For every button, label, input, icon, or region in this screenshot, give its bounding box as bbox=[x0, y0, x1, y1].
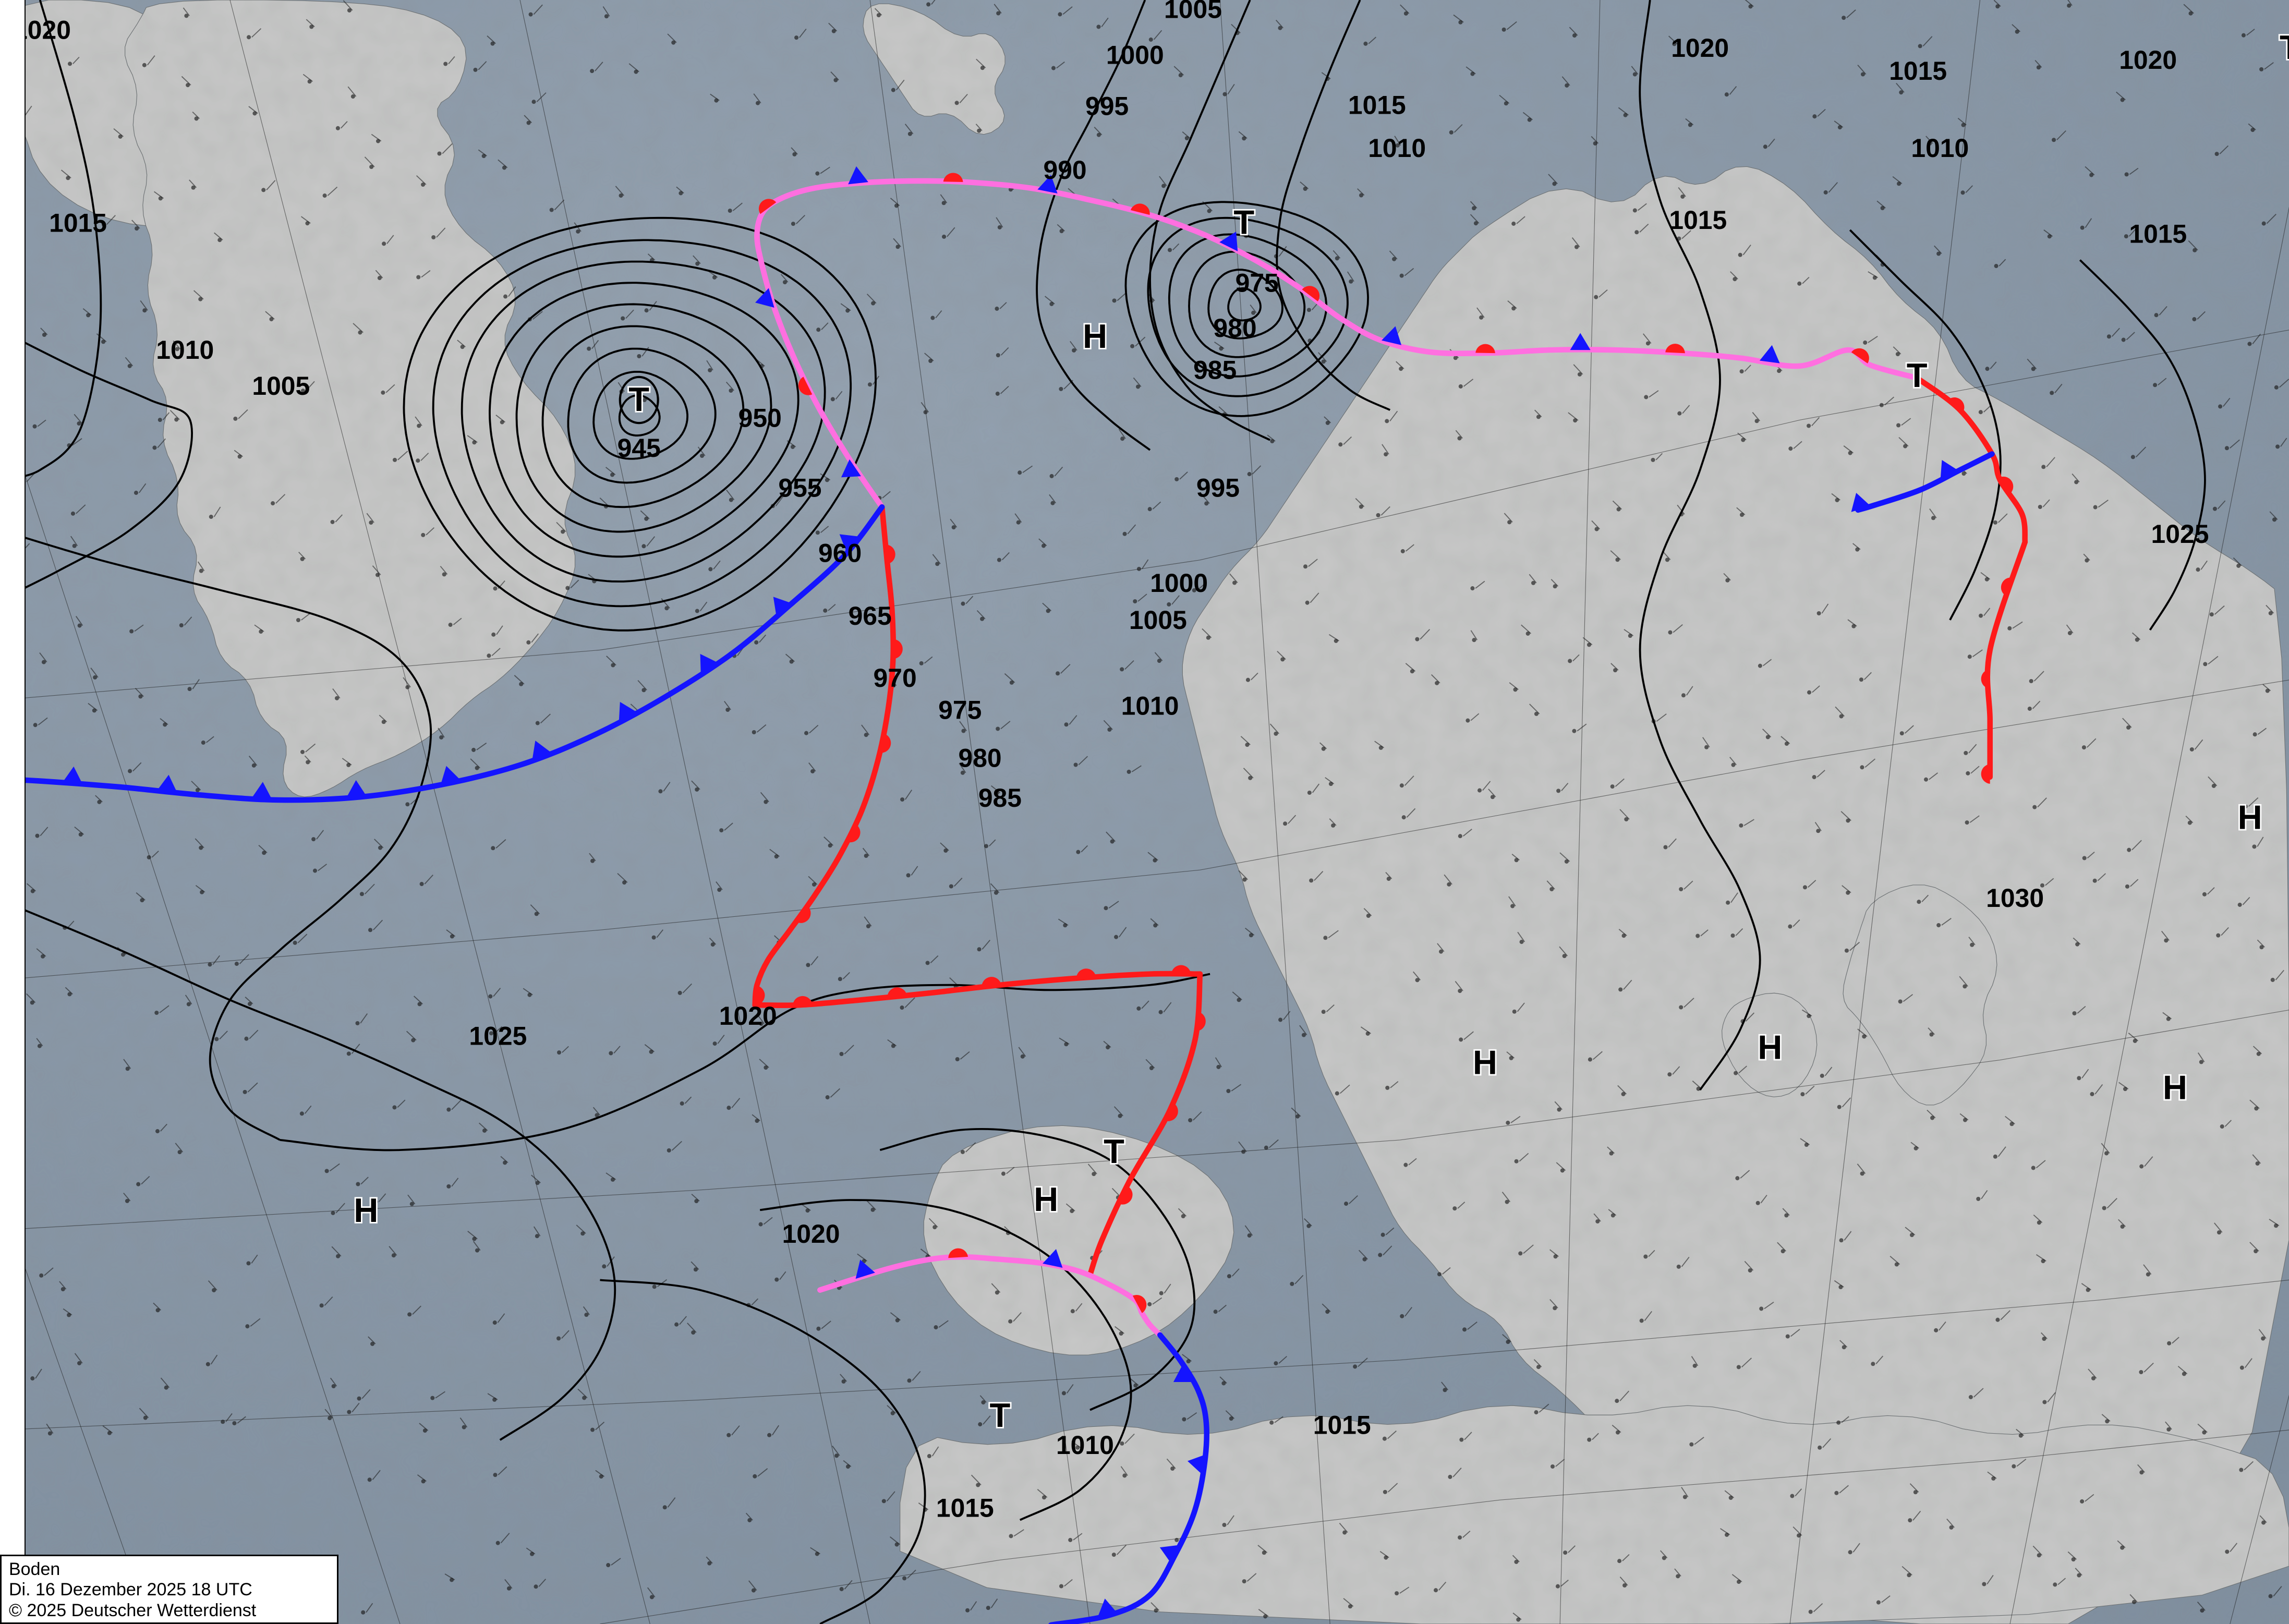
svg-text:1020: 1020 bbox=[719, 1001, 777, 1031]
svg-text:1020: 1020 bbox=[782, 1219, 840, 1249]
svg-text:1010: 1010 bbox=[156, 335, 214, 365]
svg-text:1025: 1025 bbox=[2151, 519, 2209, 549]
svg-text:H: H bbox=[2163, 1068, 2187, 1106]
svg-text:T: T bbox=[2280, 28, 2289, 66]
svg-text:1020: 1020 bbox=[1671, 33, 1729, 63]
svg-text:985: 985 bbox=[1193, 355, 1237, 384]
svg-text:1005: 1005 bbox=[1129, 605, 1187, 635]
svg-text:980: 980 bbox=[958, 743, 1001, 772]
svg-text:995: 995 bbox=[1196, 474, 1240, 503]
svg-text:1010: 1010 bbox=[1911, 134, 1969, 163]
svg-text:1030: 1030 bbox=[1986, 883, 2044, 913]
svg-text:1015: 1015 bbox=[1889, 56, 1947, 86]
svg-text:1015: 1015 bbox=[2129, 220, 2187, 249]
svg-text:T: T bbox=[990, 1396, 1011, 1434]
svg-text:975: 975 bbox=[938, 695, 982, 724]
svg-text:955: 955 bbox=[778, 474, 821, 503]
svg-text:H: H bbox=[1758, 1028, 1782, 1066]
svg-text:T: T bbox=[628, 380, 649, 418]
svg-text:985: 985 bbox=[978, 783, 1022, 813]
svg-text:970: 970 bbox=[874, 663, 917, 693]
svg-text:1005: 1005 bbox=[252, 371, 310, 401]
svg-text:975: 975 bbox=[1236, 269, 1279, 298]
svg-text:H: H bbox=[2238, 798, 2262, 837]
svg-text:960: 960 bbox=[818, 538, 862, 567]
svg-text:1015: 1015 bbox=[1348, 90, 1406, 119]
svg-text:1015: 1015 bbox=[936, 1494, 994, 1523]
svg-text:945: 945 bbox=[617, 433, 661, 463]
svg-text:1010: 1010 bbox=[1056, 1431, 1114, 1460]
svg-text:1000: 1000 bbox=[1150, 568, 1208, 598]
svg-text:H: H bbox=[1083, 317, 1107, 355]
svg-text:H: H bbox=[1473, 1043, 1497, 1081]
svg-text:980: 980 bbox=[1213, 313, 1256, 343]
svg-text:1005: 1005 bbox=[1164, 0, 1222, 23]
svg-text:T: T bbox=[1233, 203, 1254, 241]
svg-text:995: 995 bbox=[1085, 91, 1129, 120]
svg-text:1015: 1015 bbox=[49, 209, 107, 238]
svg-text:990: 990 bbox=[1043, 155, 1086, 185]
svg-text:1025: 1025 bbox=[469, 1022, 527, 1051]
svg-text:950: 950 bbox=[738, 404, 782, 433]
svg-text:1015: 1015 bbox=[1669, 205, 1727, 235]
svg-text:H: H bbox=[1034, 1180, 1058, 1218]
svg-text:T: T bbox=[1104, 1132, 1124, 1170]
svg-text:1010: 1010 bbox=[1121, 692, 1179, 721]
svg-text:965: 965 bbox=[849, 601, 892, 631]
svg-text:H: H bbox=[354, 1191, 378, 1229]
svg-text:1015: 1015 bbox=[1313, 1410, 1371, 1439]
svg-text:1010: 1010 bbox=[1368, 134, 1426, 163]
svg-text:T: T bbox=[1907, 356, 1928, 394]
svg-text:1020: 1020 bbox=[2119, 45, 2177, 75]
svg-text:1000: 1000 bbox=[1106, 40, 1164, 69]
